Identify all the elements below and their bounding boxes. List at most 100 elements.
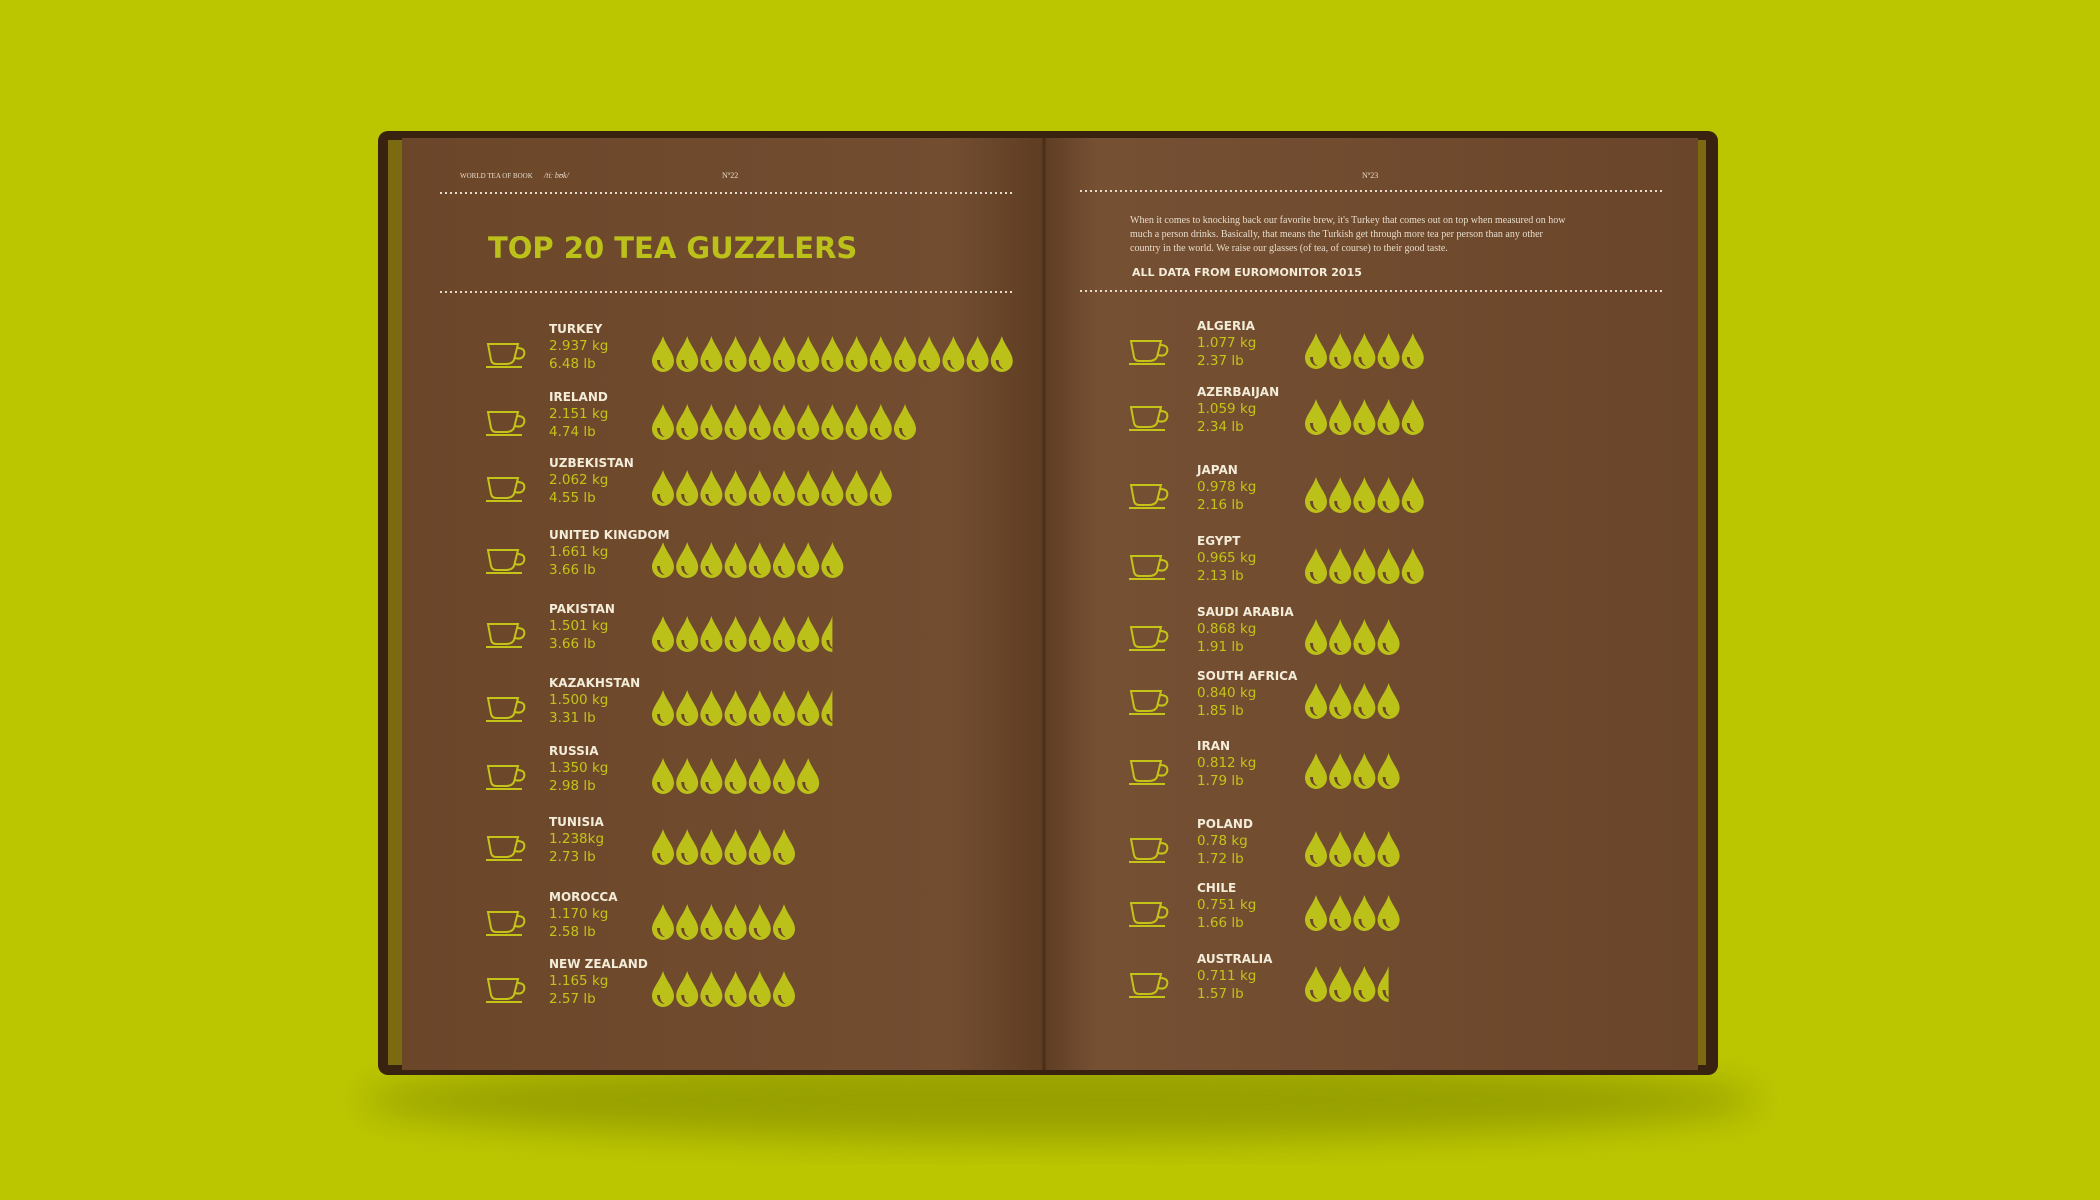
drop-curl — [778, 494, 786, 503]
drop-curl — [899, 360, 907, 369]
tea-drop — [700, 971, 723, 1007]
cup-icon — [1129, 838, 1169, 863]
row: UZBEKISTAN 2.062 kg 4.55 lb — [486, 456, 892, 506]
tea-drop — [1353, 683, 1376, 719]
drop-curl — [657, 782, 665, 791]
drop-curl — [729, 428, 738, 437]
drop-curl — [1310, 643, 1318, 652]
tea-drop — [773, 336, 795, 372]
drop-curl — [729, 640, 738, 649]
drop-curl — [802, 428, 811, 437]
row: TUNISIA 1.238kg 2.73 lb — [486, 815, 795, 865]
drop-curl — [753, 714, 762, 723]
cup-handle — [514, 415, 526, 428]
drop-curl — [753, 853, 762, 862]
tea-drop — [748, 971, 771, 1007]
tea-drop — [966, 336, 989, 372]
tea-drop — [652, 971, 674, 1007]
country-name: EGYPT — [1197, 534, 1241, 548]
drop-curl — [802, 782, 811, 791]
tea-drop — [700, 758, 723, 794]
row: TURKEY 2.937 kg 6.48 lb — [486, 322, 1013, 372]
drop-curl — [705, 566, 714, 575]
cup-icon — [1129, 555, 1169, 580]
cup-body — [1129, 406, 1163, 428]
drop-curl — [729, 360, 738, 369]
tea-drop — [700, 829, 723, 865]
tea-drop — [676, 542, 699, 578]
drop-curl — [826, 428, 835, 437]
drop-curl — [705, 714, 714, 723]
drop-curl — [802, 714, 811, 723]
kg-value: 1.501 kg — [549, 618, 608, 634]
tea-drop — [652, 470, 674, 506]
drop-curl — [657, 566, 665, 575]
cup-handle — [1157, 977, 1169, 990]
tea-drop — [1305, 399, 1327, 435]
tea-drop — [652, 616, 674, 652]
cup-icon — [486, 549, 526, 574]
drop-shape — [821, 616, 833, 652]
drop-curl — [1382, 643, 1391, 652]
cup-body — [486, 343, 520, 365]
cup-body — [1129, 973, 1163, 995]
tea-drop — [1353, 333, 1376, 369]
tea-drop — [1329, 333, 1352, 369]
lb-value: 2.13 lb — [1197, 568, 1244, 584]
drop-curl — [705, 995, 714, 1004]
tea-drop — [676, 971, 699, 1007]
tea-drop — [748, 690, 771, 726]
drop-curl — [1382, 707, 1391, 716]
pronunciation: /tiː bʊk/ — [543, 171, 570, 180]
tea-drop — [1377, 895, 1400, 931]
drop-curl — [1382, 990, 1389, 999]
drop-curl — [681, 995, 690, 1004]
tea-drop — [724, 829, 747, 865]
tea-drop — [700, 404, 723, 440]
drop-curl — [1310, 357, 1318, 366]
tea-drop — [1305, 619, 1327, 655]
drop-curl — [1334, 707, 1343, 716]
cup-handle — [1157, 344, 1169, 357]
tea-drop — [797, 404, 820, 440]
tea-drop — [845, 404, 868, 440]
tea-drop — [869, 336, 892, 372]
tea-drop — [773, 690, 795, 726]
tea-drop — [1377, 333, 1400, 369]
tea-drop — [797, 470, 820, 506]
cup-icon — [486, 911, 526, 936]
drop-curl — [1406, 572, 1415, 581]
country-name: POLAND — [1197, 817, 1253, 831]
tea-drop — [676, 336, 699, 372]
tea-drop — [1401, 399, 1424, 435]
country-name: JAPAN — [1196, 463, 1238, 477]
drop-curl — [1334, 919, 1343, 928]
cup-handle — [514, 769, 526, 782]
drop-curl — [705, 428, 714, 437]
tea-drop — [1377, 477, 1400, 513]
drop-curl — [802, 360, 811, 369]
tea-drop — [748, 758, 771, 794]
tea-drop — [700, 542, 723, 578]
tea-drop — [773, 542, 795, 578]
cup-icon — [486, 343, 526, 368]
cup-icon — [1129, 340, 1169, 365]
lb-value: 1.79 lb — [1197, 773, 1244, 789]
row: JAPAN 0.978 kg 2.16 lb — [1129, 463, 1424, 513]
cup-handle — [514, 840, 526, 853]
drop-curl — [778, 640, 786, 649]
drop-curl — [657, 714, 665, 723]
tea-drop — [1401, 477, 1424, 513]
drop-curl — [1382, 777, 1391, 786]
row: NEW ZEALAND 1.165 kg 2.57 lb — [486, 957, 795, 1007]
row: AZERBAIJAN 1.059 kg 2.34 lb — [1129, 385, 1424, 435]
drop-curl — [1334, 777, 1343, 786]
drop-curl — [778, 714, 786, 723]
country-name: KAZAKHSTAN — [549, 676, 640, 690]
kg-value: 1.661 kg — [549, 544, 608, 560]
lb-value: 1.72 lb — [1197, 851, 1244, 867]
drop-curl — [729, 566, 738, 575]
running-header: WORLD TEA OF BOOK — [460, 172, 533, 180]
lb-value: 2.58 lb — [549, 924, 596, 940]
page-number: Nº23 — [1362, 171, 1378, 180]
